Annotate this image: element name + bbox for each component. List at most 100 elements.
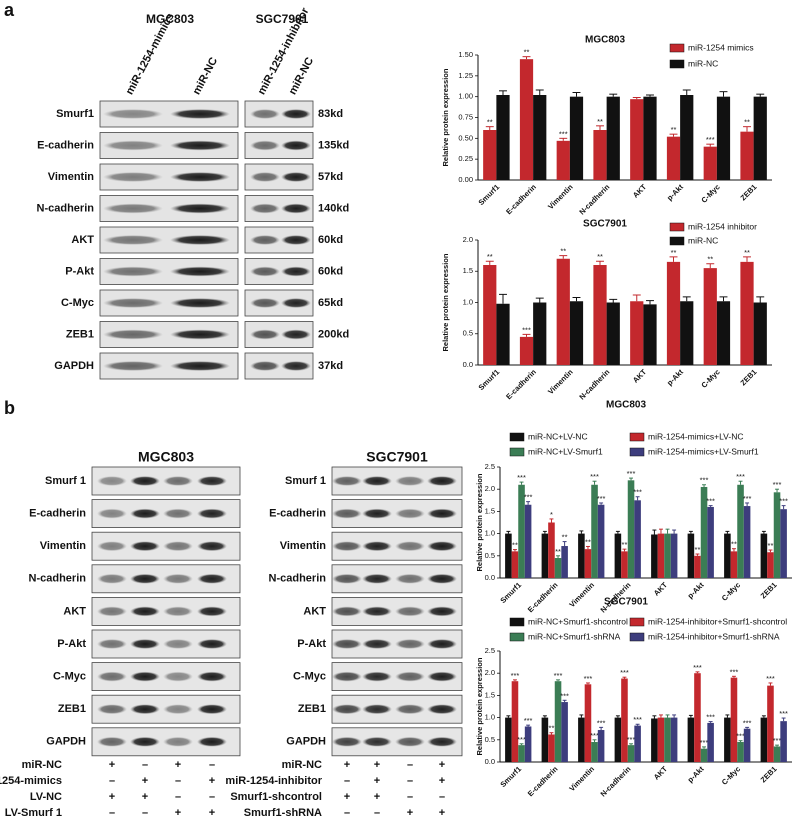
- bar: [561, 702, 568, 762]
- error-bar: [522, 56, 531, 60]
- blot-band: [332, 508, 362, 519]
- error-bar: [738, 740, 743, 743]
- blot-band: [427, 606, 457, 617]
- error-bar: [635, 496, 640, 501]
- blot-band: [281, 361, 311, 371]
- significance: ***: [597, 718, 606, 727]
- blot-band: [97, 541, 127, 552]
- legend-swatch: [629, 632, 645, 642]
- protein-label: Vimentin: [48, 171, 95, 183]
- error-bar: [629, 743, 634, 746]
- cell-line-title: MGC803: [146, 12, 194, 26]
- error-bar: [592, 480, 597, 485]
- error-bar: [522, 333, 531, 337]
- x-tick-label: E-cadherin: [504, 367, 538, 401]
- error-bar: [665, 714, 670, 718]
- error-bar: [572, 297, 581, 302]
- significance: ***: [627, 469, 636, 478]
- bar: [664, 533, 671, 578]
- error-bar: [745, 502, 750, 507]
- blot-band: [281, 235, 311, 245]
- blot-band: [163, 704, 193, 715]
- error-bar: [669, 256, 678, 262]
- error-bar: [708, 505, 713, 507]
- bar: [578, 533, 585, 578]
- blot-band: [395, 541, 425, 552]
- blot-band: [170, 266, 230, 277]
- condition-sign: +: [209, 775, 215, 787]
- condition-sign: –: [142, 807, 148, 819]
- x-tick-label: E-cadherin: [504, 182, 538, 216]
- blot-band: [170, 361, 230, 371]
- blot-band: [103, 203, 163, 214]
- bar: [666, 261, 681, 365]
- protein-label: AKT: [63, 605, 86, 617]
- condition-sign: –: [407, 791, 413, 803]
- blot-band: [170, 329, 230, 340]
- protein-label: C-Myc: [61, 297, 94, 309]
- bar: [680, 301, 694, 365]
- blot-band: [103, 235, 163, 245]
- bar: [643, 304, 657, 365]
- blot-band: [281, 140, 311, 151]
- bar: [569, 96, 584, 180]
- protein-label: E-cadherin: [29, 508, 86, 520]
- y-tick-label: 1.00: [458, 92, 473, 101]
- blot-band: [163, 508, 193, 519]
- error-bar: [615, 715, 620, 718]
- y-tick-label: 1.5: [463, 266, 473, 275]
- condition-sign: +: [374, 759, 380, 771]
- legend-label: miR-1254 inhibitor: [688, 221, 757, 231]
- condition-sign: +: [142, 775, 148, 787]
- x-tick-label: N-cadherin: [577, 367, 611, 401]
- x-tick-label: AKT: [652, 764, 670, 782]
- error-bar: [775, 488, 780, 493]
- protein-label: P-Akt: [297, 638, 326, 650]
- protein-label: P-Akt: [65, 265, 94, 277]
- blot-band: [130, 573, 160, 584]
- x-tick-label: p-Akt: [665, 367, 685, 387]
- chart-title: MGC803: [606, 400, 646, 411]
- error-bar: [562, 699, 567, 703]
- error-bar: [652, 529, 657, 535]
- blot-band: [170, 172, 230, 182]
- significance: ***: [511, 671, 520, 680]
- legend-swatch: [669, 222, 685, 232]
- error-bar: [695, 671, 700, 674]
- significance: **: [585, 537, 591, 546]
- size-label: 135kd: [318, 139, 349, 151]
- blot-band: [395, 476, 425, 486]
- error-bar: [526, 501, 531, 505]
- error-bar: [519, 743, 524, 746]
- error-bar: [719, 91, 728, 97]
- y-tick-label: 1.25: [458, 71, 473, 80]
- blot-band: [97, 573, 127, 584]
- bar: [621, 678, 628, 762]
- blot-band: [281, 298, 311, 308]
- blot-band: [197, 573, 227, 584]
- error-bar: [559, 255, 568, 259]
- bar: [556, 258, 570, 365]
- bar: [597, 730, 605, 762]
- condition-sign: +: [344, 759, 350, 771]
- significance: **: [555, 547, 561, 556]
- error-bar: [702, 746, 707, 749]
- error-bar: [629, 477, 634, 481]
- significance: ***: [559, 129, 568, 138]
- bar: [780, 721, 787, 762]
- error-bar: [708, 721, 713, 723]
- x-tick-label: ZEB1: [759, 764, 779, 784]
- error-bar: [682, 89, 691, 95]
- blot-band: [130, 476, 160, 486]
- blot-band: [362, 541, 392, 552]
- blot-band: [103, 109, 163, 119]
- bar: [561, 546, 568, 578]
- bar: [483, 265, 497, 365]
- bar: [694, 673, 701, 762]
- error-bar: [731, 675, 736, 678]
- blot-title: MGC803: [138, 449, 194, 465]
- condition-sign: –: [175, 775, 181, 787]
- x-tick-label: ZEB1: [739, 367, 759, 387]
- significance: ***: [524, 716, 533, 725]
